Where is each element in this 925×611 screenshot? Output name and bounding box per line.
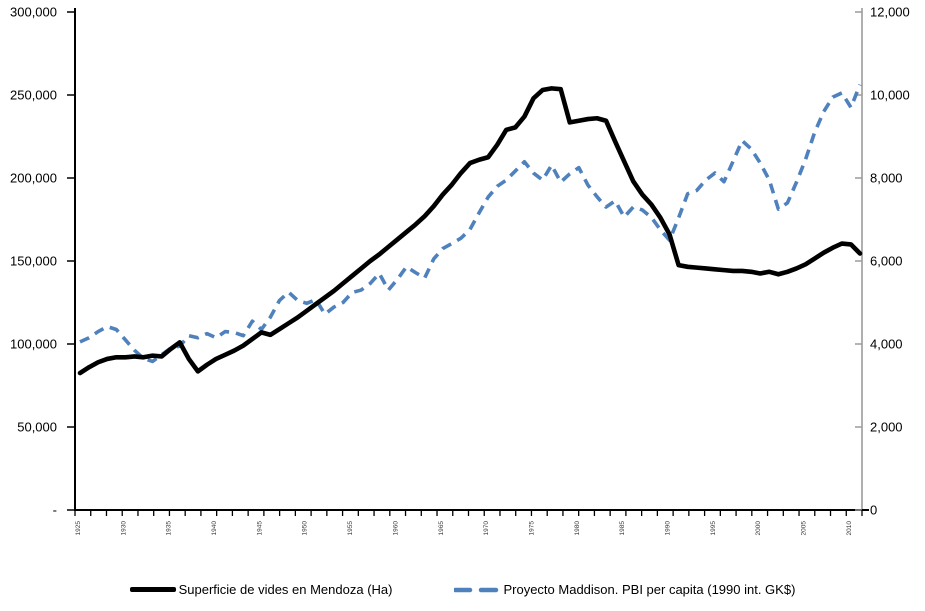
x-axis-label: 2000 bbox=[755, 521, 762, 536]
x-axis-label: 1970 bbox=[483, 521, 490, 536]
x-axis-label: 1945 bbox=[256, 521, 263, 536]
x-axis-label: 1935 bbox=[166, 521, 173, 536]
x-axis-label: 1955 bbox=[347, 521, 354, 536]
x-axis-label: 1940 bbox=[211, 521, 218, 536]
legend-label-superficie: Superficie de vides en Mendoza (Ha) bbox=[178, 582, 393, 597]
left-axis-label: 50,000 bbox=[17, 420, 57, 435]
x-axis-label: 1960 bbox=[392, 521, 399, 536]
legend-line-solid-swatch bbox=[129, 587, 176, 592]
x-axis-label: 1995 bbox=[710, 521, 717, 536]
x-axis-label: 1990 bbox=[665, 521, 672, 536]
left-axis-label: 150,000 bbox=[10, 254, 57, 269]
left-axis-label: 300,000 bbox=[10, 5, 57, 20]
series-pbi-per-capita-line bbox=[79, 83, 862, 364]
right-axis-label: 0 bbox=[870, 503, 877, 518]
legend-item-superficie: Superficie de vides en Mendoza (Ha) bbox=[129, 582, 393, 597]
series-superficie-vides-line bbox=[77, 86, 863, 376]
x-axis-label: 2010 bbox=[846, 521, 853, 536]
right-axis-label: 8,000 bbox=[870, 171, 903, 186]
x-axis-label: 2005 bbox=[801, 521, 808, 536]
x-axis-label: 1930 bbox=[120, 521, 127, 536]
left-axis-label: 200,000 bbox=[10, 171, 57, 186]
legend-line-dashed-swatch bbox=[454, 587, 501, 593]
legend-item-pbi: Proyecto Maddison. PBI per capita (1990 … bbox=[454, 582, 795, 597]
left-axis-label: 100,000 bbox=[10, 337, 57, 352]
chart-legend: Superficie de vides en Mendoza (Ha) Proy… bbox=[0, 582, 925, 597]
x-axis-label: 1950 bbox=[302, 521, 309, 536]
x-axis-label: 1975 bbox=[528, 521, 535, 536]
x-axis-label: 1925 bbox=[75, 521, 82, 536]
right-axis-label: 2,000 bbox=[870, 420, 903, 435]
x-axis-label: 1965 bbox=[438, 521, 445, 536]
right-axis-label: 12,000 bbox=[870, 5, 910, 20]
left-axis-label: 250,000 bbox=[10, 88, 57, 103]
left-axis-label: - bbox=[53, 503, 57, 518]
x-axis-label: 1980 bbox=[574, 521, 581, 536]
legend-label-pbi: Proyecto Maddison. PBI per capita (1990 … bbox=[503, 582, 796, 597]
right-axis-label: 6,000 bbox=[870, 254, 903, 269]
right-axis-label: 4,000 bbox=[870, 337, 903, 352]
right-axis-label: 10,000 bbox=[870, 88, 910, 103]
x-axis-label: 1985 bbox=[619, 521, 626, 536]
